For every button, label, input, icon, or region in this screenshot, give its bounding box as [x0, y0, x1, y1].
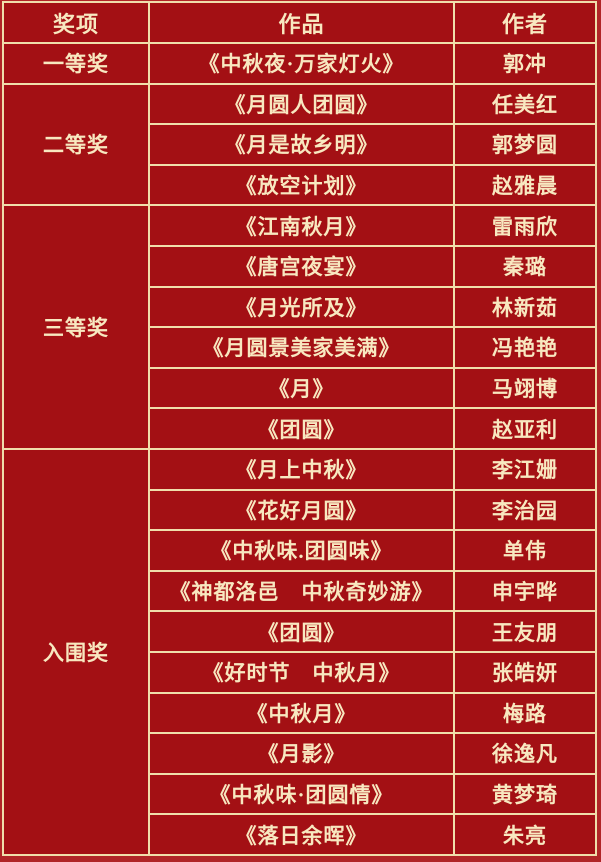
author-cell: 王友朋	[453, 610, 597, 653]
work-cell: 《团圆》	[148, 407, 455, 450]
author-cell: 张皓妍	[453, 650, 597, 694]
work-cell: 《月上中秋》	[148, 447, 455, 491]
header-row: 奖项 作品 作者	[2, 1, 597, 44]
table-row: 一等奖 《中秋夜·万家灯火》 郭冲	[2, 42, 597, 85]
author-cell: 赵亚利	[453, 407, 597, 450]
table-row: 《月圆景美家美满》 冯艳艳	[3, 326, 597, 369]
author-cell: 朱亮	[453, 813, 597, 856]
table-row: 《放空计划》 赵雅晨	[3, 163, 597, 207]
work-cell: 《月圆景美家美满》	[148, 326, 455, 369]
author-cell: 雷雨欣	[453, 204, 597, 247]
table-row: 三等奖 《江南秋月》 雷雨欣	[2, 204, 597, 450]
author-cell: 任美红	[453, 82, 597, 126]
table-row: 《好时节 中秋月》 张皓妍	[3, 650, 597, 694]
table-row: 《落日余晖》 朱亮	[3, 813, 597, 856]
table-row: 《团圆》 赵亚利	[3, 407, 597, 450]
table-row: 《中秋月》 梅路	[3, 691, 597, 735]
work-cell: 《中秋月》	[148, 691, 455, 735]
author-cell: 李江姗	[453, 447, 597, 491]
award-cell: 入围奖	[2, 447, 150, 857]
author-cell: 黄梦琦	[453, 772, 597, 816]
table-row: 二等奖 《月圆人团圆》 任美红	[2, 82, 597, 207]
author-cell: 申宇晔	[453, 569, 597, 613]
work-cell: 《月圆人团圆》	[148, 82, 455, 126]
award-cell: 三等奖	[2, 204, 150, 450]
author-cell: 冯艳艳	[453, 326, 597, 369]
work-cell: 《花好月圆》	[148, 488, 455, 532]
author-cell: 梅路	[453, 691, 597, 735]
work-cell: 《中秋味.团圆味》	[148, 529, 455, 572]
table-row: 《花好月圆》 李治园	[3, 488, 597, 532]
work-cell: 《神都洛邑 中秋奇妙游》	[148, 569, 455, 613]
author-cell: 李治园	[453, 488, 597, 532]
work-cell: 《好时节 中秋月》	[148, 650, 455, 694]
award-cell: 二等奖	[2, 82, 150, 207]
work-cell: 《落日余晖》	[148, 813, 455, 856]
author-cell: 郭梦圆	[453, 123, 597, 166]
table-row: 《月光所及》 林新茹	[3, 285, 597, 329]
work-cell: 《中秋夜·万家灯火》	[148, 42, 455, 85]
work-cell: 《月影》	[148, 732, 455, 775]
table-row: 《唐宫夜宴》 秦璐	[3, 244, 597, 288]
award-cell: 一等奖	[2, 42, 150, 85]
table-row: 《团圆》 王友朋	[3, 610, 597, 653]
work-cell: 《月是故乡明》	[148, 123, 455, 166]
header-award: 奖项	[2, 1, 150, 44]
table-row: 《月影》 徐逸凡	[3, 732, 597, 775]
author-cell: 郭冲	[453, 42, 597, 85]
table-row: 《月》 马翊博	[3, 366, 597, 410]
author-cell: 马翊博	[453, 366, 597, 410]
work-cell: 《放空计划》	[148, 163, 455, 207]
work-cell: 《团圆》	[148, 610, 455, 653]
work-cell: 《中秋味·团圆情》	[148, 772, 455, 816]
author-cell: 赵雅晨	[453, 163, 597, 207]
author-cell: 单伟	[453, 529, 597, 572]
work-cell: 《月光所及》	[148, 285, 455, 329]
table-row: 《中秋味.团圆味》 单伟	[3, 529, 597, 572]
author-cell: 徐逸凡	[453, 732, 597, 775]
work-cell: 《江南秋月》	[148, 204, 455, 247]
table-row: 《神都洛邑 中秋奇妙游》 申宇晔	[3, 569, 597, 613]
header-author: 作者	[453, 1, 597, 44]
author-cell: 林新茹	[453, 285, 597, 329]
work-cell: 《月》	[148, 366, 455, 410]
work-cell: 《唐宫夜宴》	[148, 244, 455, 288]
author-cell: 秦璐	[453, 244, 597, 288]
table-row: 入围奖 《月上中秋》 李江姗	[2, 447, 597, 857]
table-row: 《中秋味·团圆情》 黄梦琦	[3, 772, 597, 816]
header-work: 作品	[148, 1, 455, 44]
table-row: 《月是故乡明》 郭梦圆	[3, 123, 597, 166]
